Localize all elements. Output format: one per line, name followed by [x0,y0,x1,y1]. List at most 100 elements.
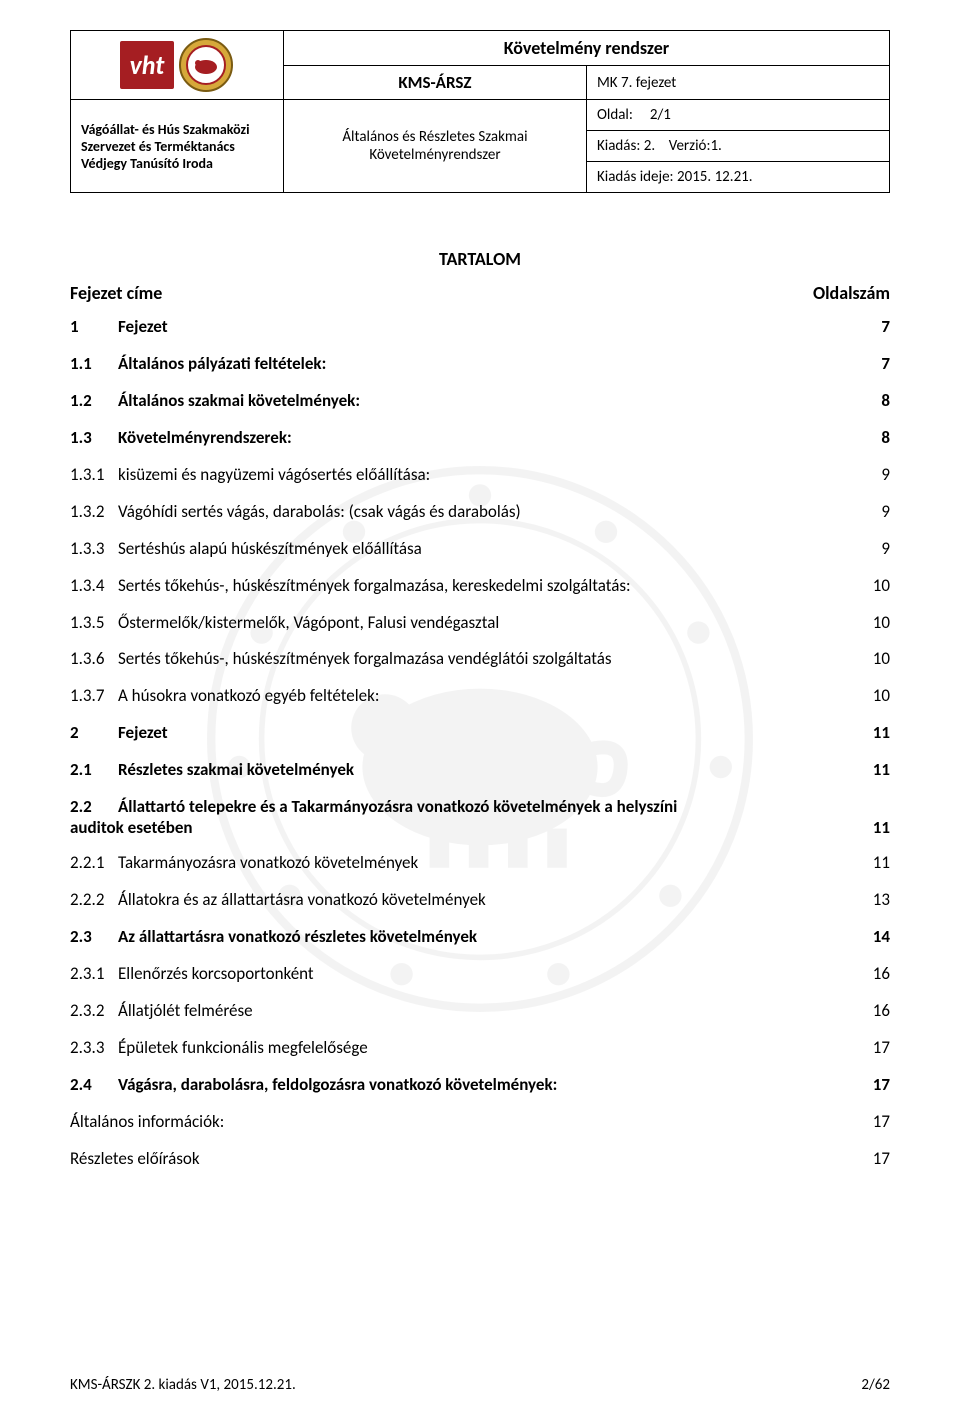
subtitle-line: Követelményrendszer [369,146,500,164]
toc-label: Részletes előírások [70,1148,856,1171]
toc-page: 8 [856,390,890,413]
toc-label: Vágóhídi sertés vágás, darabolás: (csak … [118,501,856,524]
toc-row: 2.2.1Takarmányozásra vonatkozó követelmé… [70,852,890,875]
toc-list: 2.2.1Takarmányozásra vonatkozó követelmé… [70,852,890,1170]
toc-row: 1.3.5Őstermelők/kistermelők, Vágópont, F… [70,612,890,635]
page-footer: KMS-ÁRSZK 2. kiadás V1, 2015.12.21. 2/62 [70,1376,890,1394]
toc-page: 8 [856,427,890,450]
toc-page: 17 [856,1074,890,1097]
toc-num: 2.2 [70,796,118,817]
toc-heading: TARTALOM [70,248,890,270]
doc-title: Követelmény rendszer [283,31,889,66]
toc-row: 1.3.6Sertés tőkehús-, húskészítmények fo… [70,648,890,671]
org-name: Vágóállat- és Hús Szakmaközi Szervezet é… [71,100,284,193]
toc-page: 10 [856,612,890,635]
document-header: vht Követelmény rendszer KMS-ÁRSZ MK 7. … [70,30,890,193]
toc-row: 1.3.3Sertéshús alapú húskészítmények elő… [70,538,890,561]
toc-label: kisüzemi és nagyüzemi vágósertés előállí… [118,464,856,487]
toc-num: 2 [70,722,118,745]
doc-issue: Kiadás: 2. Verzió:1. [586,131,889,162]
footer-left: KMS-ÁRSZK 2. kiadás V1, 2015.12.21. [70,1376,296,1394]
toc-num: 1.3.3 [70,538,118,561]
toc-page: 13 [856,889,890,912]
org-line: Vágóállat- és Hús Szakmaközi [81,121,250,138]
toc-num: 2.3 [70,926,118,949]
toc-page: 11 [856,759,890,782]
toc-page: 9 [856,538,890,561]
toc-page: 17 [856,1111,890,1134]
toc-label: Őstermelők/kistermelők, Vágópont, Falusi… [118,612,856,635]
toc-num: 2.3.3 [70,1037,118,1060]
toc-label: Sertéshús alapú húskészítmények előállít… [118,538,856,561]
page-value: 2/1 [650,106,671,124]
toc-num: 1.3.7 [70,685,118,708]
toc-num: 1.1 [70,353,118,376]
toc-row: Részletes előírások17 [70,1148,890,1171]
toc-row: 1.2Általános szakmai követelmények:8 [70,390,890,413]
toc-num: 2.3.2 [70,1000,118,1023]
toc-num: 1.3 [70,427,118,450]
toc-page: 17 [856,1148,890,1171]
doc-subtitle: Általános és Részletes Szakmai Követelmé… [283,100,586,193]
toc-label: Állatjólét felmérése [118,1000,856,1023]
toc-num: 1.3.1 [70,464,118,487]
toc-label: Részletes szakmai követelmények [118,759,856,782]
org-line: Védjegy Tanúsító Iroda [81,155,213,172]
toc-page: 10 [856,685,890,708]
toc-label: Takarmányozásra vonatkozó követelmények [118,852,856,875]
toc-page: 11 [856,852,890,875]
toc-num: 1.3.6 [70,648,118,671]
doc-chapter: MK 7. fejezet [586,66,889,100]
toc-page: 9 [856,501,890,524]
toc-num: 2.3.1 [70,963,118,986]
toc-label: Sertés tőkehús-, húskészítmények forgalm… [118,575,856,598]
toc-row: 1Fejezet7 [70,316,890,339]
toc-label: Vágásra, darabolásra, feldolgozásra vona… [118,1074,856,1097]
toc-row: 2.3.1Ellenőrzés korcsoportonként16 [70,963,890,986]
toc-label: auditok esetében [70,817,193,838]
toc-row: 2.3Az állattartásra vonatkozó részletes … [70,926,890,949]
toc-head-left: Fejezet címe [70,282,162,304]
page-label: Oldal: [597,106,633,124]
subtitle-line: Általános és Részletes Szakmai [342,128,527,146]
issue-date-label: Kiadás ideje: [597,168,674,186]
toc-label: Általános szakmai követelmények: [118,390,856,413]
issue-label: Kiadás: 2. [597,137,655,155]
doc-code: KMS-ÁRSZ [283,66,586,100]
toc-page: 16 [856,1000,890,1023]
toc-label: Fejezet [118,316,856,339]
toc-num: 2.4 [70,1074,118,1097]
toc-num: 1.2 [70,390,118,413]
toc-row: 2.3.3Épületek funkcionális megfelelősége… [70,1037,890,1060]
org-line: Szervezet és Terméktanács [81,138,235,155]
toc-row-multiline: 2.2 Állattartó telepekre és a Takarmányo… [70,796,890,838]
toc-page: 9 [856,464,890,487]
toc-row: 1.3.2Vágóhídi sertés vágás, darabolás: (… [70,501,890,524]
toc-label: Állattartó telepekre és a Takarmányozásr… [118,796,677,817]
toc-row: 2.2.2Állatokra és az állattartásra vonat… [70,889,890,912]
toc-row: 1.3Követelményrendszerek:8 [70,427,890,450]
toc-row: 2.4Vágásra, darabolásra, feldolgozásra v… [70,1074,890,1097]
toc-num: 2.2.1 [70,852,118,875]
toc-page: 11 [856,722,890,745]
toc-label: Fejezet [118,722,856,745]
vht-logo: vht [120,41,175,89]
toc-label: Az állattartásra vonatkozó részletes köv… [118,926,856,949]
toc-label: Sertés tőkehús-, húskészítmények forgalm… [118,648,856,671]
toc-label: Követelményrendszerek: [118,427,856,450]
header-logos: vht [75,37,279,93]
toc-head-right: Oldalszám [813,282,890,304]
toc-num: 1 [70,316,118,339]
toc-label: Épületek funkcionális megfelelősége [118,1037,856,1060]
toc-page: 16 [856,963,890,986]
seal-icon [178,37,234,93]
footer-right: 2/62 [861,1376,890,1394]
toc-num: 2.2.2 [70,889,118,912]
toc-num: 1.3.5 [70,612,118,635]
toc-row: 2.1Részletes szakmai követelmények11 [70,759,890,782]
toc-list: 1Fejezet71.1Általános pályázati feltétel… [70,316,890,782]
toc-row: 1.3.7A húsokra vonatkozó egyéb feltétele… [70,685,890,708]
toc-label: A húsokra vonatkozó egyéb feltételek: [118,685,856,708]
toc-page: 7 [856,316,890,339]
toc-num: 1.3.2 [70,501,118,524]
